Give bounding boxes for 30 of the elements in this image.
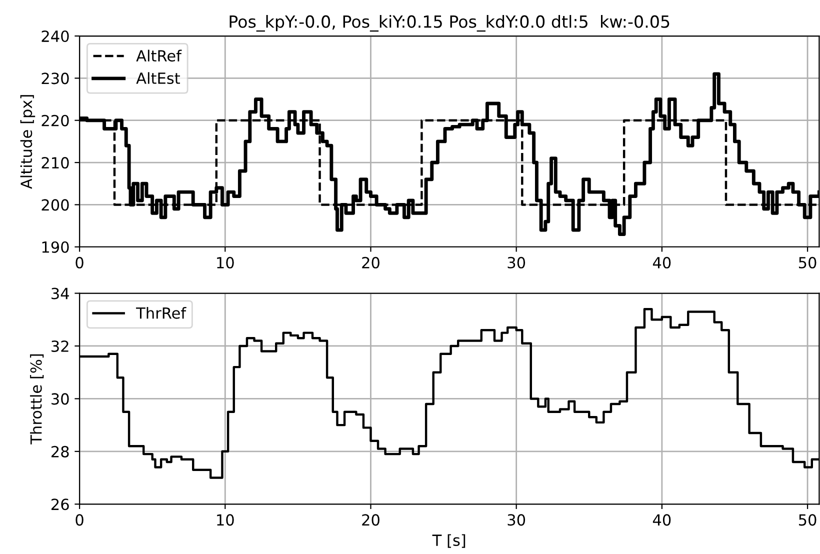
y-tick-label: 230 (42, 72, 69, 84)
x-tick-label: 30 (508, 514, 526, 526)
y-axis-title: Throttle [%] (30, 354, 44, 444)
x-tick-label: 30 (508, 256, 526, 268)
x-tick-label: 0 (76, 256, 84, 268)
x-tick-label: 50 (798, 514, 816, 526)
x-tick-label: 20 (362, 514, 380, 526)
y-tick-label: 28 (51, 446, 69, 458)
chart-title: Pos_kpY:-0.0, Pos_kiY:0.15 Pos_kdY:0.0 dtl:5 kw:-0.05 (230, 15, 670, 32)
y-tick-label: 190 (42, 241, 69, 253)
x-tick-label: 10 (217, 256, 234, 268)
legend-label: AltEst (136, 72, 180, 84)
x-tick-label: 50 (798, 256, 816, 268)
y-tick-label: 26 (51, 498, 69, 510)
legend-label: AltRef (136, 50, 182, 62)
x-tick-label: 20 (362, 256, 380, 268)
y-tick-label: 30 (52, 393, 69, 405)
x-tick-label: 40 (652, 256, 671, 268)
x-tick-label: 0 (76, 514, 84, 526)
legend-label: ThrRef (136, 307, 186, 319)
y-tick-label: 240 (42, 30, 69, 42)
y-tick-label: 210 (42, 156, 69, 169)
y-tick-label: 220 (42, 114, 69, 126)
y-tick-label: 34 (52, 288, 69, 300)
x-tick-label: 10 (217, 514, 234, 526)
y-tick-label: 200 (42, 199, 69, 211)
x-tick-label: 40 (652, 514, 671, 526)
x-axis-title: T [s] (432, 534, 466, 548)
y-axis-title: Altitude [px] (20, 95, 36, 189)
y-tick-label: 32 (52, 340, 68, 352)
